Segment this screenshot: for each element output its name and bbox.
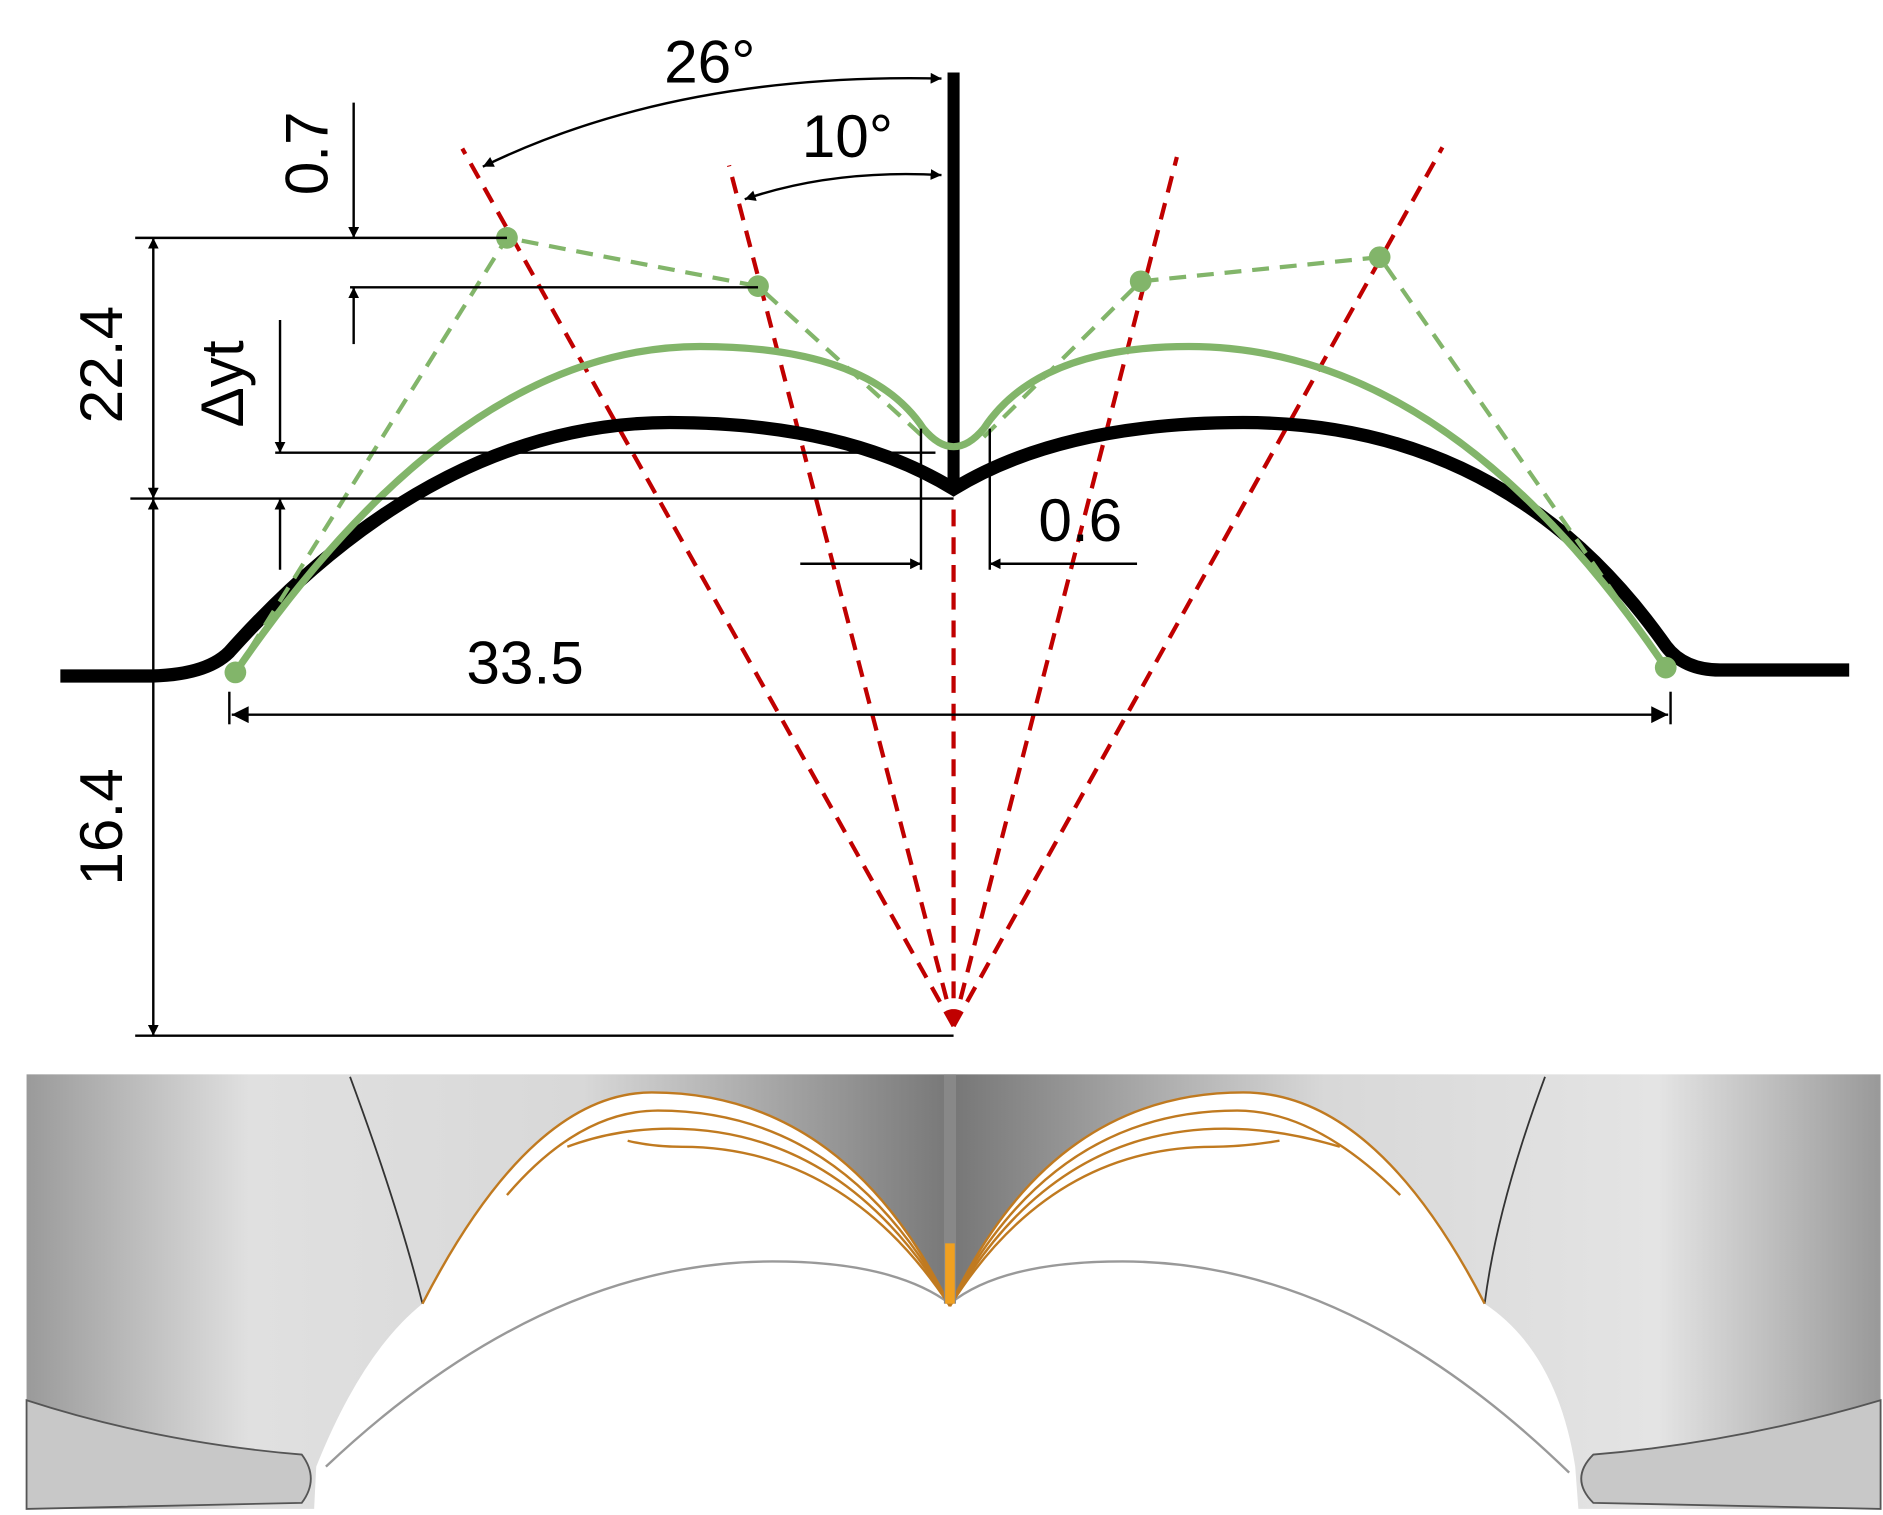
height-upper-label: 22.4 bbox=[67, 306, 135, 423]
path-shape bbox=[482, 72, 942, 168]
control-polygon bbox=[233, 235, 1668, 674]
polyline-shape bbox=[982, 254, 1668, 669]
line-shape bbox=[727, 164, 956, 1027]
path-shape bbox=[1580, 1399, 1882, 1510]
path-shape bbox=[948, 1091, 1486, 1307]
line-shape bbox=[951, 146, 1445, 1028]
dimensions bbox=[130, 72, 1672, 1037]
rays bbox=[460, 146, 1445, 1028]
path-shape bbox=[948, 1139, 1280, 1307]
height-lower-label: 16.4 bbox=[67, 768, 135, 885]
path-shape bbox=[1483, 1076, 1546, 1304]
path-shape bbox=[506, 1109, 952, 1307]
path-shape bbox=[948, 1109, 1402, 1307]
g-shape bbox=[421, 1091, 1486, 1307]
rect-shape bbox=[945, 1243, 955, 1304]
circle-shape bbox=[1368, 246, 1391, 269]
width-label: 33.5 bbox=[466, 629, 583, 697]
path-shape bbox=[948, 1127, 1341, 1307]
line-shape bbox=[951, 156, 1179, 1027]
angle-inner-label: 10° bbox=[802, 102, 893, 170]
path-shape bbox=[349, 1076, 424, 1304]
circle-shape bbox=[224, 661, 247, 684]
delta-yt-label: Δyt bbox=[188, 340, 256, 427]
gap-label: 0.6 bbox=[1038, 486, 1122, 554]
path-shape bbox=[627, 1139, 951, 1307]
angle-outer-label: 26° bbox=[664, 27, 755, 95]
path-shape bbox=[744, 169, 942, 201]
line-shape bbox=[460, 147, 956, 1028]
circle-shape bbox=[1654, 656, 1677, 679]
polyline-shape bbox=[233, 235, 925, 674]
path-shape bbox=[421, 1091, 952, 1307]
green-profile bbox=[232, 342, 1669, 675]
path-shape bbox=[566, 1127, 951, 1307]
render-view bbox=[25, 1074, 1882, 1515]
circle-shape bbox=[1129, 270, 1152, 293]
path-shape bbox=[25, 1399, 312, 1510]
offset-top-label: 0.7 bbox=[272, 111, 340, 195]
